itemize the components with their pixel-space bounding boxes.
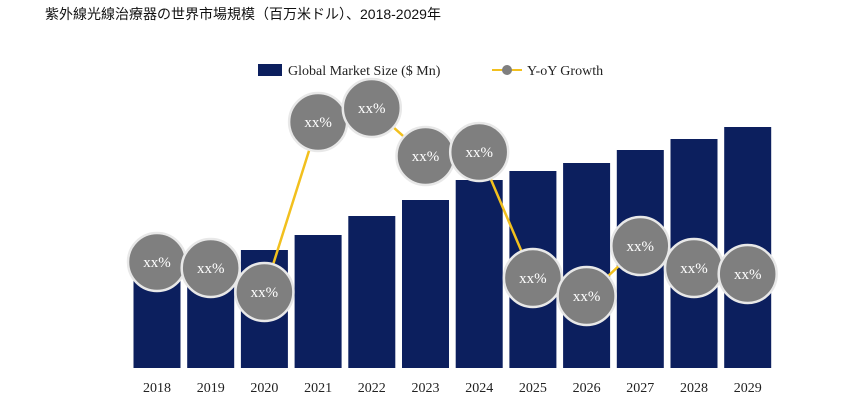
growth-point-2025 xyxy=(502,247,564,309)
x-tick-label: 2023 xyxy=(412,381,440,396)
growth-data-label: xx% xyxy=(358,101,386,117)
growth-point-2019 xyxy=(180,237,241,299)
legend-bar-swatch xyxy=(258,64,282,76)
x-tick-label: 2025 xyxy=(519,381,547,396)
growth-data-label: xx% xyxy=(627,239,655,255)
bar-2026 xyxy=(563,163,611,368)
growth-data-label: xx% xyxy=(734,267,762,283)
x-tick-label: 2018 xyxy=(143,381,171,396)
growth-point-2029 xyxy=(717,243,778,305)
x-tick-label: 2026 xyxy=(573,381,601,396)
x-tick-label: 2029 xyxy=(734,381,762,396)
growth-data-label: xx% xyxy=(519,271,547,287)
growth-data-label: xx% xyxy=(465,145,493,161)
x-tick-label: 2019 xyxy=(197,381,225,396)
growth-data-label: xx% xyxy=(197,261,225,277)
growth-data-label: xx% xyxy=(304,115,332,131)
x-tick-label: 2020 xyxy=(250,381,278,396)
growth-data-label: xx% xyxy=(251,285,279,301)
growth-point-2024 xyxy=(448,121,510,183)
bar-2024 xyxy=(455,180,503,368)
growth-data-label: xx% xyxy=(412,149,440,165)
bar-2021 xyxy=(294,235,342,368)
legend-marker xyxy=(502,65,512,75)
growth-data-label: xx% xyxy=(143,255,171,271)
growth-data-label: xx% xyxy=(680,261,708,277)
x-tick-label: 2024 xyxy=(465,381,493,396)
legend-label-market-size: Global Market Size ($ Mn) xyxy=(288,64,441,79)
x-tick-label: 2028 xyxy=(680,381,708,396)
x-tick-label: 2027 xyxy=(626,381,654,396)
chart-title: 紫外線光線治療器の世界市場規模（百万米ドル）、2018-2029年 xyxy=(45,6,441,22)
x-tick-label: 2022 xyxy=(358,381,386,396)
bar-2022 xyxy=(348,216,396,368)
growth-data-label: xx% xyxy=(573,289,601,305)
legend-label-growth: Y-oY Growth xyxy=(527,64,603,79)
growth-point-2026 xyxy=(556,265,617,327)
growth-point-2022 xyxy=(341,77,403,139)
growth-point-2020 xyxy=(234,261,295,323)
bar-2023 xyxy=(402,200,449,368)
growth-point-2027 xyxy=(610,215,671,277)
legend: Global Market Size ($ Mn) Y-oY Growth xyxy=(258,64,603,79)
x-tick-label: 2021 xyxy=(304,381,332,396)
